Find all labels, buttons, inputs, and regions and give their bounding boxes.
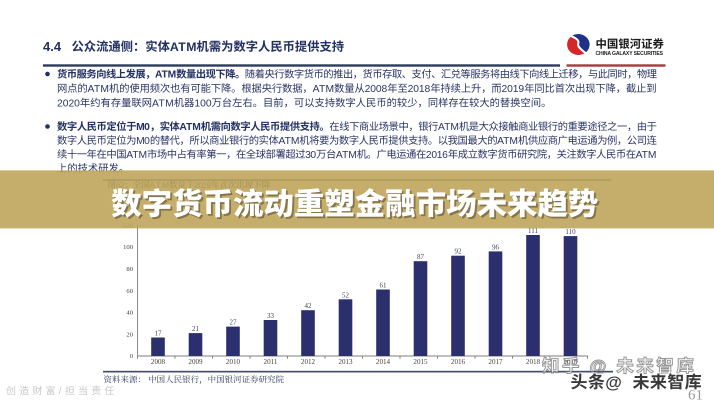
svg-text:2008: 2008	[151, 358, 166, 366]
svg-text:2020: 2020	[57, 98, 80, 109]
svg-text:2019: 2019	[502, 84, 525, 95]
svg-text:20: 20	[126, 331, 133, 338]
svg-text:100: 100	[123, 244, 134, 251]
svg-text:96: 96	[492, 243, 500, 251]
svg-text:@: @	[604, 374, 621, 393]
svg-text:2016: 2016	[426, 150, 448, 161]
svg-text:@: @	[607, 374, 624, 393]
svg-text:ATM: ATM	[313, 84, 335, 95]
svg-text:CHINA GALAXY SECURITIES: CHINA GALAXY SECURITIES	[596, 51, 664, 57]
svg-text:ATM: ATM	[497, 136, 518, 147]
svg-text:2014: 2014	[376, 358, 391, 366]
svg-text:61: 61	[380, 282, 388, 290]
svg-text:ATM: ATM	[279, 136, 300, 147]
svg-text:@: @	[605, 373, 622, 392]
svg-text:61: 61	[688, 387, 703, 400]
svg-text:2009: 2009	[188, 358, 203, 366]
svg-text:111: 111	[528, 227, 538, 235]
svg-text:0: 0	[130, 353, 134, 360]
svg-text:ATM: ATM	[179, 122, 200, 133]
svg-text:30: 30	[305, 150, 316, 161]
svg-text:2017: 2017	[488, 358, 503, 366]
svg-text:ATM: ATM	[336, 150, 357, 161]
svg-text:ATM: ATM	[126, 150, 147, 161]
svg-text:2011: 2011	[264, 358, 278, 366]
svg-text:ATM: ATM	[155, 70, 176, 81]
svg-text:ATM: ATM	[88, 84, 110, 95]
svg-text:4.4: 4.4	[43, 39, 62, 54]
svg-text:17: 17	[155, 330, 163, 338]
svg-text:2008: 2008	[365, 84, 388, 95]
svg-text:2018: 2018	[526, 358, 541, 366]
svg-text:92: 92	[455, 248, 463, 256]
svg-text:ATM: ATM	[438, 122, 459, 133]
svg-text:80: 80	[126, 266, 133, 273]
svg-text:60: 60	[126, 288, 133, 295]
svg-text:ATM: ATM	[636, 150, 657, 161]
svg-text:2018: 2018	[408, 84, 431, 95]
svg-text:/: /	[59, 386, 62, 397]
svg-text:2012: 2012	[301, 358, 316, 366]
svg-text:2010: 2010	[226, 358, 241, 366]
svg-text:M0: M0	[136, 122, 150, 133]
svg-text:42: 42	[305, 302, 313, 310]
svg-text:@: @	[607, 372, 624, 391]
svg-text:40: 40	[126, 310, 133, 317]
svg-text:87: 87	[417, 253, 425, 261]
svg-text:52: 52	[342, 291, 350, 299]
svg-text:21: 21	[192, 325, 200, 333]
svg-text:ATM: ATM	[170, 40, 197, 54]
svg-text:100: 100	[194, 98, 211, 109]
svg-text:2013: 2013	[338, 358, 353, 366]
svg-text:@: @	[604, 372, 621, 391]
svg-text:M0: M0	[136, 136, 150, 147]
svg-text:27: 27	[230, 319, 238, 327]
svg-text:ATM: ATM	[152, 98, 174, 109]
svg-text:2015: 2015	[413, 358, 428, 366]
svg-text:110: 110	[565, 228, 576, 236]
svg-text:33: 33	[267, 312, 275, 320]
svg-text:2016: 2016	[451, 358, 466, 366]
svg-text:@: @	[589, 356, 606, 376]
